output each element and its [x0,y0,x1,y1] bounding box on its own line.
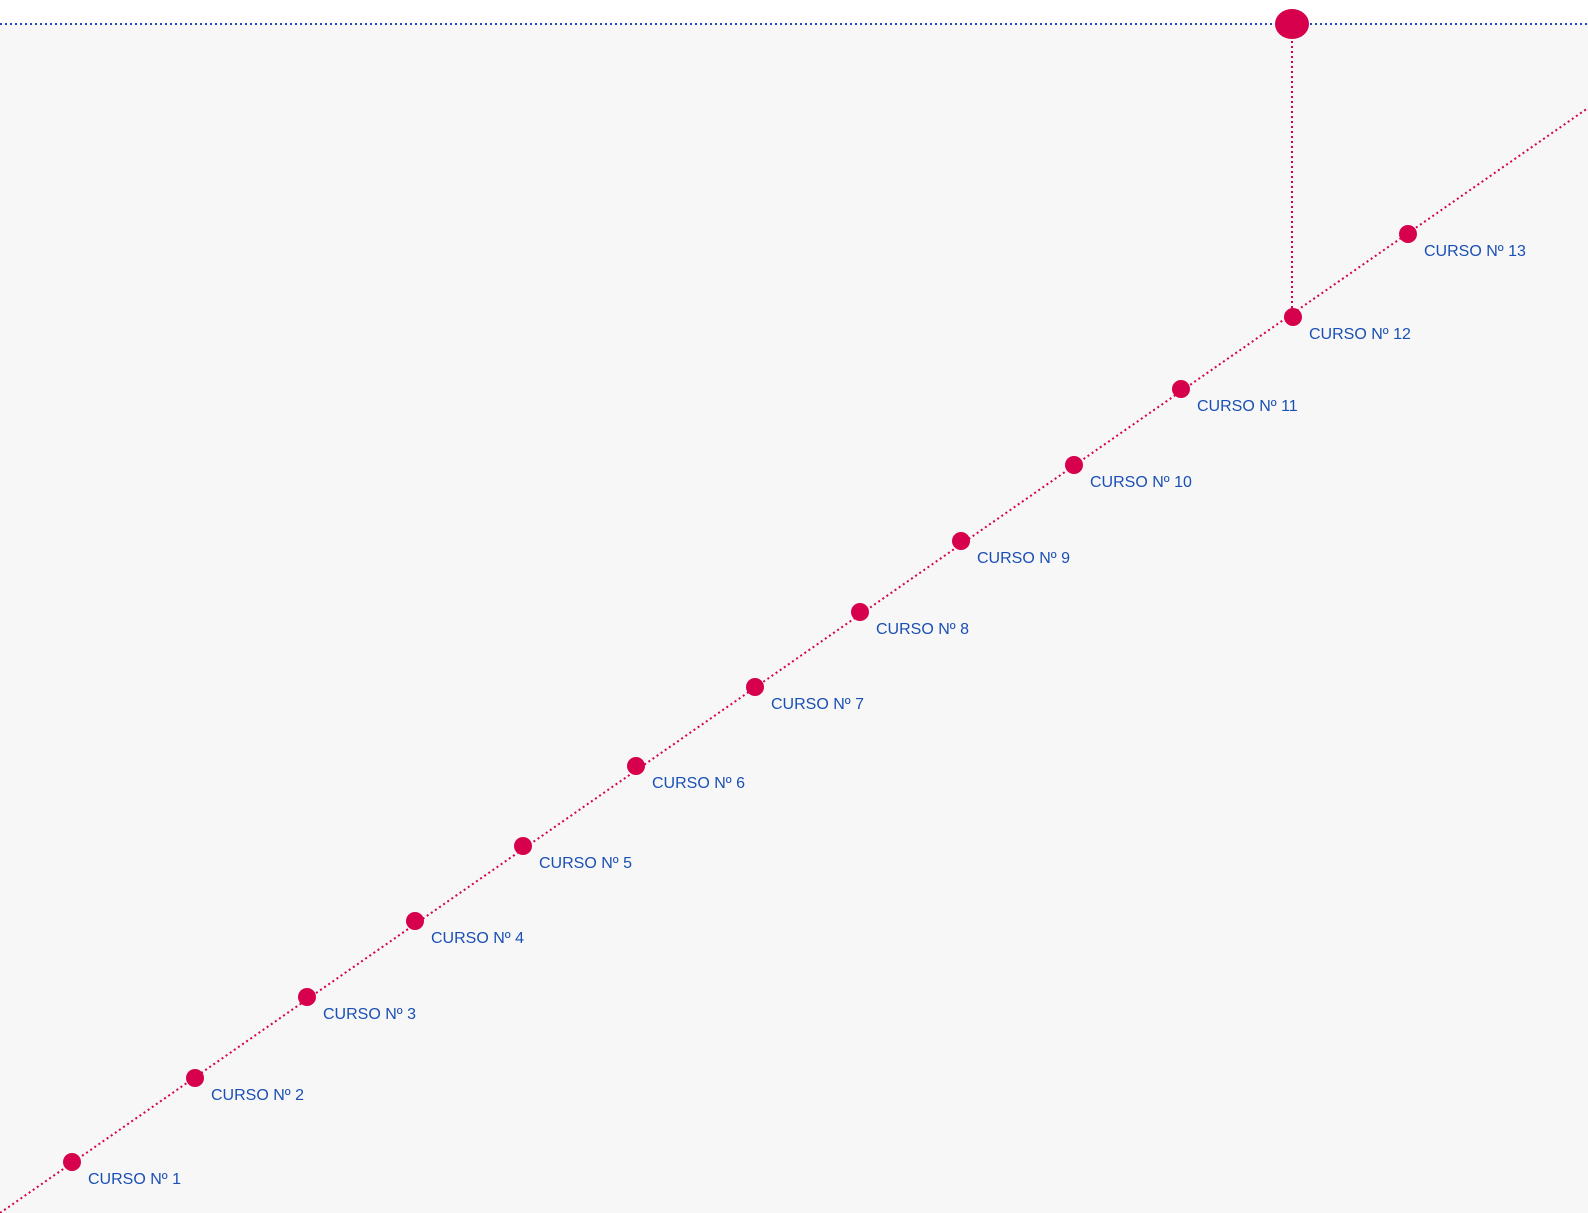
course-label-7[interactable]: CURSO Nº 7 [771,696,864,713]
course-label-4[interactable]: CURSO Nº 4 [431,930,524,947]
course-node-10[interactable] [1065,456,1083,474]
course-label-13[interactable]: CURSO Nº 13 [1424,243,1526,260]
course-label-6[interactable]: CURSO Nº 6 [652,775,745,792]
course-nodes: CURSO Nº 1 CURSO Nº 2 CURSO Nº 3 CURSO Nº 4… [63,225,1526,1188]
course-label-11[interactable]: CURSO Nº 11 [1197,398,1298,415]
course-label-5[interactable]: CURSO Nº 5 [539,855,632,872]
course-node-7[interactable] [746,678,764,696]
course-node-6[interactable] [627,757,645,775]
course-node-8[interactable] [851,603,869,621]
course-node-1[interactable] [63,1153,81,1171]
course-node-13[interactable] [1399,225,1417,243]
course-label-12[interactable]: CURSO Nº 12 [1309,326,1411,343]
current-position-marker[interactable] [1275,9,1309,39]
course-label-9[interactable]: CURSO Nº 9 [977,550,1070,567]
timeline-diagonal-line [0,107,1588,1213]
course-node-12[interactable] [1284,308,1302,326]
course-label-1[interactable]: CURSO Nº 1 [88,1171,181,1188]
course-node-2[interactable] [186,1069,204,1087]
course-label-3[interactable]: CURSO Nº 3 [323,1006,416,1023]
course-label-8[interactable]: CURSO Nº 8 [876,621,969,638]
course-node-11[interactable] [1172,380,1190,398]
course-label-10[interactable]: CURSO Nº 10 [1090,474,1192,491]
course-node-9[interactable] [952,532,970,550]
course-node-5[interactable] [514,837,532,855]
course-node-3[interactable] [298,988,316,1006]
course-node-4[interactable] [406,912,424,930]
course-label-2[interactable]: CURSO Nº 2 [211,1087,304,1104]
timeline-panel [0,24,1588,1213]
